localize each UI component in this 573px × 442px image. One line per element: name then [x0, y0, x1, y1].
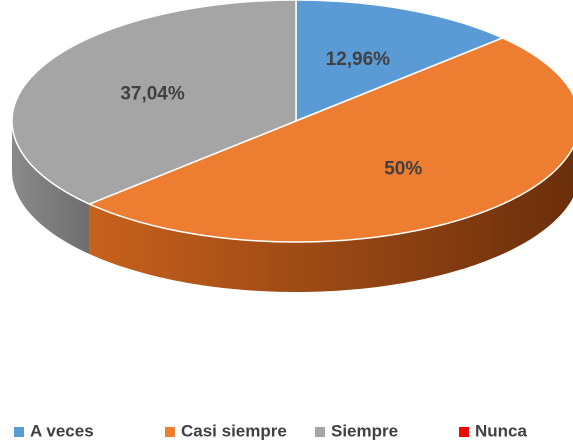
data-label: 50% [384, 158, 422, 179]
slice-side [12, 121, 90, 255]
slice [11, 0, 297, 205]
slice-side [89, 147, 573, 292]
legend-swatch [315, 427, 325, 437]
data-label: 12,96% [326, 49, 391, 70]
legend-label: Casi siempre [181, 421, 287, 440]
legend-swatch [459, 427, 469, 437]
data-label: 37,04% [120, 84, 185, 105]
legend-label: Nunca [475, 421, 528, 440]
legend-label: A veces [30, 421, 94, 440]
legend-label: Siempre [331, 421, 398, 440]
slice [295, 0, 504, 122]
legend-swatch [14, 427, 24, 437]
legend-swatch [165, 427, 175, 437]
slice [88, 37, 573, 243]
